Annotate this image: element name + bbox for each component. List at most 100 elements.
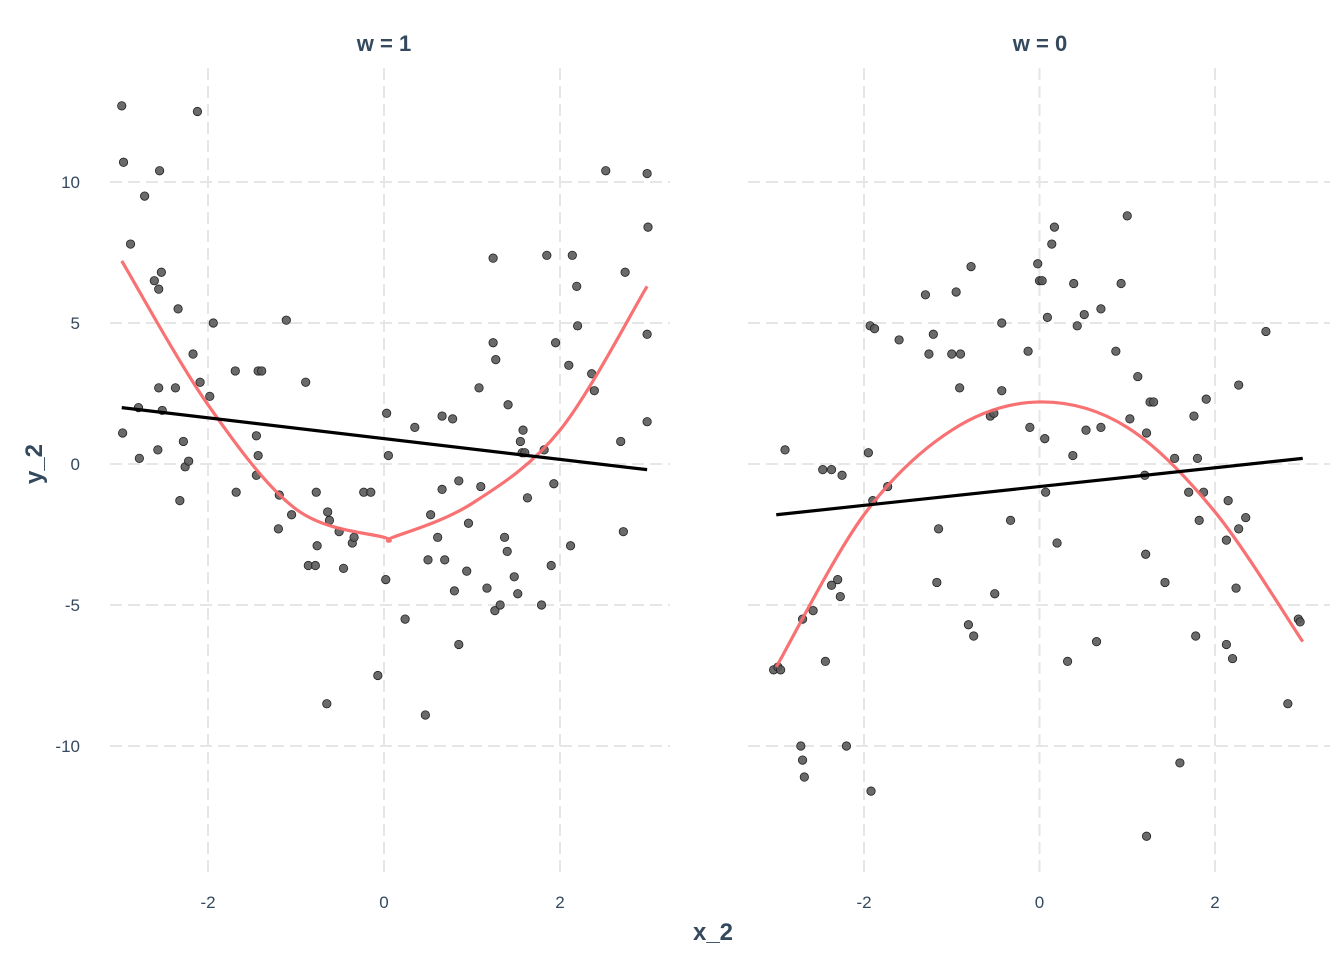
panel-title-w1: w = 1 bbox=[356, 31, 411, 56]
data-point bbox=[312, 541, 322, 551]
x-tick-label: 2 bbox=[555, 893, 564, 912]
data-point bbox=[338, 563, 349, 573]
data-point bbox=[383, 450, 393, 461]
data-point bbox=[463, 518, 474, 528]
panel-w1: w = 1 bbox=[110, 31, 670, 876]
data-point bbox=[990, 589, 1000, 599]
data-point bbox=[491, 355, 501, 365]
data-point bbox=[1023, 346, 1033, 356]
data-point bbox=[1194, 515, 1204, 526]
data-point bbox=[796, 741, 806, 751]
data-point bbox=[323, 507, 333, 517]
data-point bbox=[1069, 278, 1079, 289]
data-point bbox=[173, 304, 183, 314]
data-point bbox=[433, 532, 443, 542]
data-point bbox=[188, 349, 198, 359]
data-point bbox=[780, 445, 790, 455]
data-point bbox=[170, 383, 181, 393]
data-point bbox=[184, 456, 194, 466]
data-point bbox=[462, 566, 472, 576]
data-point bbox=[192, 106, 203, 117]
data-point bbox=[818, 465, 828, 475]
data-point bbox=[966, 261, 976, 272]
data-point bbox=[156, 267, 166, 277]
data-point bbox=[474, 383, 484, 393]
data-point bbox=[440, 555, 450, 565]
data-point bbox=[373, 670, 383, 681]
data-point bbox=[382, 408, 392, 418]
data-point bbox=[601, 166, 611, 176]
data-point bbox=[154, 284, 164, 294]
gridlines-w1 bbox=[110, 68, 670, 876]
data-point bbox=[1234, 380, 1244, 390]
panel-w0: w = 0 bbox=[748, 31, 1330, 876]
points-w0 bbox=[769, 211, 1305, 841]
data-point bbox=[572, 321, 583, 331]
data-point bbox=[1175, 758, 1185, 768]
data-point bbox=[410, 422, 420, 432]
data-point bbox=[117, 101, 127, 111]
data-point bbox=[963, 620, 974, 630]
y-tick-label: 0 bbox=[71, 455, 80, 474]
data-point bbox=[1062, 656, 1073, 667]
y-tick-label: -10 bbox=[55, 737, 80, 756]
data-point bbox=[476, 481, 486, 492]
data-point bbox=[381, 575, 391, 585]
data-point bbox=[1221, 535, 1232, 545]
data-point bbox=[536, 600, 547, 610]
data-point bbox=[1005, 515, 1016, 526]
data-point bbox=[155, 166, 165, 176]
data-point bbox=[1192, 453, 1203, 463]
data-point bbox=[616, 436, 626, 447]
data-point bbox=[866, 786, 876, 796]
data-point bbox=[997, 318, 1007, 328]
data-point bbox=[869, 324, 880, 334]
data-point bbox=[642, 417, 652, 427]
data-point bbox=[1170, 453, 1180, 463]
data-point bbox=[1160, 577, 1170, 588]
data-point bbox=[589, 386, 599, 396]
data-point bbox=[518, 425, 528, 435]
data-point bbox=[1079, 309, 1089, 320]
data-point bbox=[1125, 414, 1135, 424]
data-point bbox=[448, 414, 458, 424]
data-point bbox=[349, 532, 359, 542]
data-point bbox=[125, 239, 136, 249]
data-point bbox=[1223, 496, 1233, 506]
data-point bbox=[920, 290, 931, 300]
data-point bbox=[1040, 434, 1050, 444]
data-point bbox=[947, 349, 957, 359]
data-point bbox=[495, 600, 505, 610]
data-point bbox=[437, 484, 447, 494]
data-point bbox=[776, 665, 786, 675]
data-point bbox=[894, 335, 904, 345]
data-point bbox=[550, 338, 561, 348]
quadratic-fit-line bbox=[120, 260, 649, 543]
data-point bbox=[955, 349, 966, 359]
data-point bbox=[310, 560, 320, 571]
data-point bbox=[454, 476, 464, 486]
data-point bbox=[841, 741, 852, 751]
data-point bbox=[1141, 549, 1151, 559]
data-point bbox=[286, 510, 297, 520]
data-point bbox=[1037, 276, 1047, 286]
data-point bbox=[515, 436, 526, 447]
data-point bbox=[1081, 425, 1091, 435]
data-point bbox=[195, 377, 205, 387]
data-point bbox=[257, 366, 267, 376]
data-point bbox=[1047, 239, 1057, 249]
data-point bbox=[426, 510, 436, 520]
data-point bbox=[1033, 259, 1043, 269]
y-tick-label: 5 bbox=[71, 314, 80, 333]
linear-fit-line bbox=[776, 456, 1303, 517]
data-point bbox=[1283, 699, 1293, 709]
data-point bbox=[1241, 512, 1251, 523]
quadratic-fit-line bbox=[774, 400, 1305, 668]
data-point bbox=[1072, 321, 1082, 331]
data-point bbox=[400, 614, 410, 624]
data-point bbox=[1025, 422, 1035, 432]
x-axis-label: x_2 bbox=[693, 919, 733, 946]
y-axis-ticks: -10 -5 0 5 10 bbox=[55, 173, 80, 756]
data-point bbox=[502, 546, 512, 557]
